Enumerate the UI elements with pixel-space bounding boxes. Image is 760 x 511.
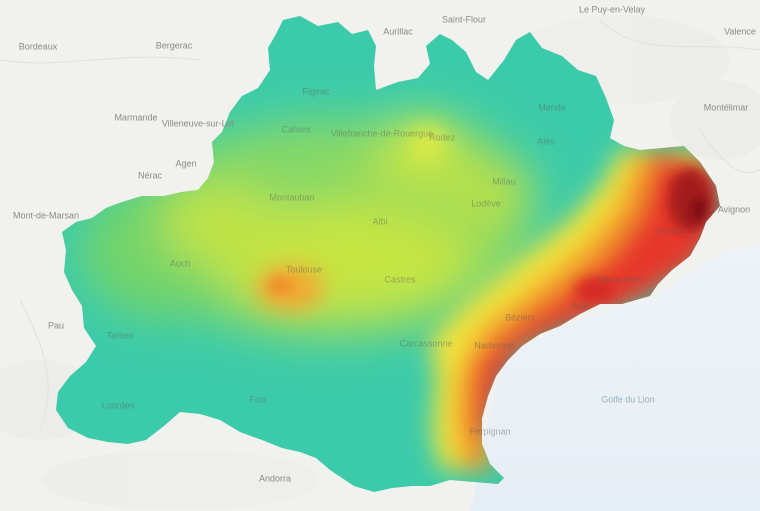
city-label-rodez: Rodez	[428, 132, 456, 143]
city-label-andorra: Andorra	[258, 473, 292, 484]
city-label-lodeve: Lodève	[471, 198, 501, 209]
city-label-aurillac: Aurillac	[383, 26, 413, 37]
city-label-narbonne: Narbonne	[474, 340, 514, 351]
city-label-cahors: Cahors	[281, 124, 311, 135]
city-label-mont-de-marsan: Mont-de-Marsan	[12, 210, 80, 221]
city-label-millau: Millau	[492, 176, 516, 187]
city-label-nimes: Nîmes	[656, 226, 684, 237]
city-label-foix: Foix	[249, 394, 267, 405]
city-label-sete: Sète	[570, 300, 590, 311]
city-label-auch: Auch	[169, 258, 191, 269]
city-label-ales: Alès	[537, 136, 555, 147]
city-label-avignon: Avignon	[717, 204, 751, 215]
city-label-toulouse: Toulouse	[285, 264, 323, 275]
city-label-mende: Mende	[538, 102, 566, 113]
city-label-nerac: Nérac	[137, 170, 163, 181]
sea-area	[470, 246, 760, 511]
city-label-montauban: Montauban	[269, 192, 315, 203]
city-label-agen: Agen	[175, 158, 197, 169]
city-label-tarbes: Tarbes	[106, 330, 134, 341]
city-label-saint-flour: Saint-Flour	[441, 14, 487, 25]
city-label-lourdes: Lourdes	[101, 400, 135, 411]
city-label-bergerac: Bergerac	[155, 40, 193, 51]
city-label-montelimar: Montélimar	[703, 102, 749, 113]
city-label-montpellier: Montpellier	[597, 274, 643, 285]
city-label-beziers: Béziers	[504, 312, 536, 323]
city-label-marmande: Marmande	[114, 112, 158, 123]
city-label-villeneuve: Villeneuve-sur-Lot	[161, 118, 235, 129]
city-label-figeac: Figeac	[302, 86, 330, 97]
city-label-perpignan: Perpignan	[469, 426, 511, 437]
city-label-carcassonne: Carcassonne	[399, 338, 453, 349]
city-label-le-puy: Le Puy-en-Velay	[578, 4, 646, 15]
city-label-valence: Valence	[724, 26, 756, 37]
sea-label-golfe: Golfe du Lion	[601, 394, 655, 405]
city-label-bordeaux: Bordeaux	[18, 41, 58, 52]
city-label-villefranche: Villefranche-de-Rouergue	[330, 128, 434, 139]
city-label-pau: Pau	[47, 320, 65, 331]
city-label-albi: Albi	[372, 216, 388, 227]
city-label-castres: Castres	[384, 274, 416, 285]
